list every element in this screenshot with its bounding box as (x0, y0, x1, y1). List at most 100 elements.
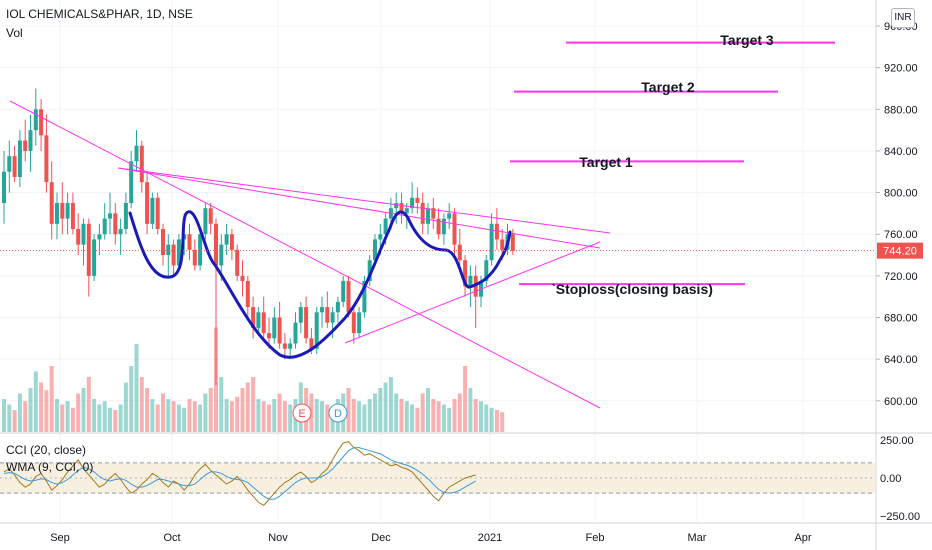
volume-bar (351, 399, 356, 432)
candle-body (357, 312, 362, 334)
annotation-label: Target 2 (641, 79, 695, 95)
volume-bar (129, 366, 134, 432)
candle-body (267, 333, 271, 339)
trend-line (9, 100, 601, 409)
volume-bar (208, 388, 213, 432)
candle-body (320, 307, 324, 313)
volume-bar (2, 399, 6, 432)
volume-bar (166, 399, 171, 432)
volume-bar (367, 399, 372, 432)
candle-body (113, 213, 118, 235)
candle-body (410, 197, 415, 209)
cci-indicator-label[interactable]: CCI (20, close) (6, 443, 87, 457)
candle-body (256, 312, 261, 328)
volume-bar (44, 390, 49, 432)
volume-bar (314, 399, 319, 432)
time-tick-label: Sep (50, 532, 70, 544)
volume-bar (436, 401, 441, 432)
volume-bar (357, 401, 362, 432)
cci-tick-label: 0.00 (880, 473, 901, 485)
volume-bar (415, 407, 420, 432)
volume-bar (452, 399, 457, 432)
candle-body (510, 234, 515, 251)
candle-body (2, 171, 6, 203)
candle-body (76, 229, 81, 245)
candle-body (489, 223, 494, 261)
candle-body (341, 281, 346, 302)
event-marker-label: E (298, 408, 305, 420)
volume-bar (378, 388, 383, 432)
candle-body (187, 234, 192, 250)
candle-body (44, 135, 49, 183)
candle-body (330, 312, 335, 323)
volume-bar (139, 377, 144, 432)
candle-body (171, 244, 176, 266)
candle-body (304, 307, 309, 339)
volume-bar (203, 393, 208, 432)
wma-line (3, 447, 476, 500)
candle-body (7, 156, 12, 172)
candle-body (431, 208, 436, 219)
volume-bar (457, 393, 462, 432)
volume-bar (182, 407, 187, 432)
volume-bar (33, 371, 38, 432)
currency-button[interactable]: INR (891, 8, 915, 28)
drawings (9, 41, 835, 409)
volume-bar (76, 393, 81, 432)
volume-bar (288, 404, 293, 432)
wma-indicator-label[interactable]: WMA (9, CCI, 0) (6, 460, 94, 474)
volume-bar (134, 344, 139, 432)
volume-bar (229, 401, 234, 432)
volume-bar (489, 407, 494, 432)
candle-body (484, 260, 489, 282)
candle-body (288, 343, 293, 349)
volume-bar (245, 382, 250, 432)
price-tick-label: 680.00 (884, 312, 918, 324)
candle-body (145, 182, 150, 224)
volume-bar (219, 377, 224, 432)
time-tick-label: 2021 (478, 532, 502, 544)
candle-body (150, 197, 155, 224)
volume-bar (373, 393, 377, 432)
volume-bar (320, 401, 324, 432)
candle-body (447, 213, 452, 219)
volume-bar (97, 404, 102, 432)
event-marker (292, 403, 312, 423)
annotation-label: Target 3 (720, 32, 774, 48)
candle-body (198, 234, 203, 266)
price-tick-label: 640.00 (884, 354, 918, 366)
volume-bar (123, 382, 128, 432)
candle-body (426, 208, 430, 224)
candle-body (219, 244, 224, 266)
candle-body (362, 281, 367, 313)
candle-body (65, 202, 70, 219)
candle-body (500, 239, 505, 250)
volume-bar (383, 382, 388, 432)
last-price-label: 744.20 (883, 246, 917, 258)
volume-bar (479, 401, 483, 432)
candle-body (123, 202, 128, 230)
volume-bar (23, 401, 28, 432)
volume-bar (39, 382, 44, 432)
annotation-label: `Stoploss(closing basis) (551, 281, 713, 297)
volume-bar (150, 399, 155, 432)
candle-body (81, 223, 86, 245)
price-tick-label: 840.00 (884, 146, 918, 158)
candle-body (49, 182, 54, 224)
candle-body (60, 202, 65, 219)
volume-bar (410, 404, 415, 432)
candle-body (92, 239, 97, 276)
candle-body (436, 218, 441, 235)
candles (2, 88, 515, 386)
volume-bar (49, 366, 54, 432)
candle-body (298, 307, 303, 323)
volume-bar (272, 399, 277, 432)
event-marker-label: D (334, 408, 342, 420)
volume-bar (92, 399, 97, 432)
time-tick-label: Apr (794, 532, 811, 544)
volume-bar (484, 404, 489, 432)
volume-bar (108, 407, 112, 432)
volume-bar (441, 404, 446, 432)
volume-bar (187, 399, 192, 432)
